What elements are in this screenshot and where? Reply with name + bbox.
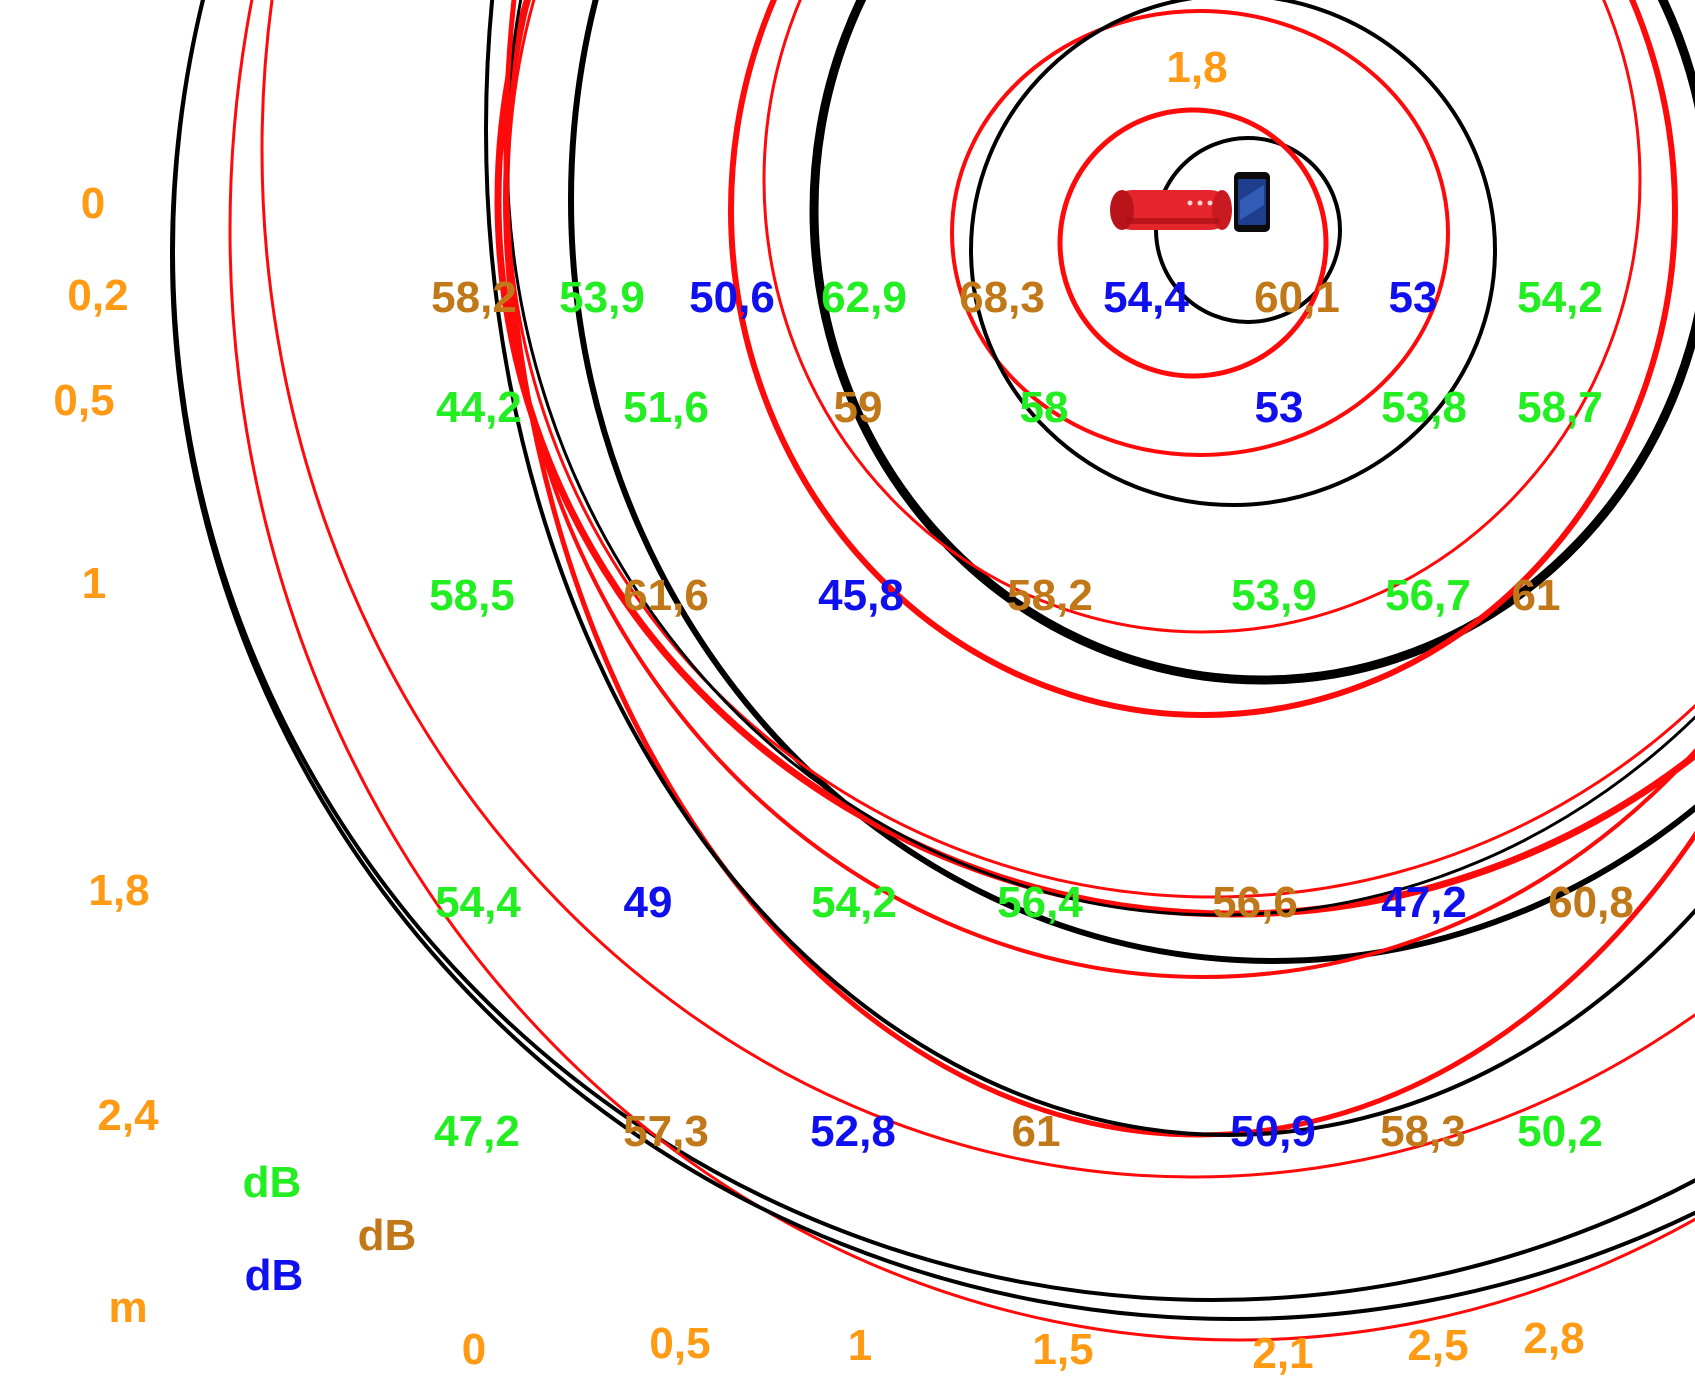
- x-axis-label: 2,1: [1252, 1329, 1313, 1378]
- ring-group: [170, 0, 1695, 1342]
- label-layer: 1,8 58,2 53,9 50,6 62,9 68,3 54,4 60,1 53 54,2 44,…: [53, 43, 1633, 1378]
- ring: [494, 0, 1695, 918]
- db-value-green: 54,2: [811, 878, 897, 927]
- db-value-brown: 60,8: [1548, 878, 1634, 927]
- db-value-green: 53,9: [559, 273, 645, 322]
- db-value-blue: 47,2: [1381, 878, 1467, 927]
- ring: [503, 0, 1695, 1138]
- db-value-brown: 57,3: [623, 1107, 709, 1156]
- ring: [762, 0, 1642, 634]
- db-value-brown: 56,6: [1212, 878, 1298, 927]
- y-axis-label: 0,5: [53, 376, 114, 425]
- db-value-green: 53,9: [1231, 571, 1317, 620]
- ring: [506, 0, 1695, 899]
- x-axis-label: 0: [462, 1325, 486, 1374]
- db-value-brown: 58,2: [1007, 571, 1093, 620]
- y-axis-label: 0: [81, 179, 105, 228]
- db-value-green: 51,6: [623, 383, 709, 432]
- db-value-brown: 60,1: [1254, 273, 1340, 322]
- ring: [728, 0, 1678, 718]
- phone-icon: [1234, 172, 1270, 232]
- db-value-blue: 49: [624, 878, 673, 927]
- db-value-brown: 61: [1012, 1107, 1061, 1156]
- y-axis-label: 2,4: [97, 1091, 159, 1140]
- db-value-brown: 58,2: [431, 273, 517, 322]
- x-axis-label: 0,5: [649, 1319, 710, 1368]
- ring: [170, 0, 1695, 1321]
- speaker-icon: [1110, 190, 1232, 230]
- unit-label-blue: dB: [245, 1251, 304, 1300]
- db-value-green: 53,8: [1381, 383, 1467, 432]
- db-value-green: 47,2: [434, 1107, 520, 1156]
- x-axis-label: 2,8: [1523, 1314, 1584, 1363]
- db-value-blue: 53: [1389, 273, 1438, 322]
- db-value-green: 56,4: [997, 878, 1083, 927]
- db-value-green: 58: [1020, 383, 1069, 432]
- db-value-green: 56,7: [1385, 571, 1471, 620]
- y-axis-label: 0,2: [67, 271, 128, 320]
- db-value-green: 54,2: [1517, 273, 1603, 322]
- ring: [228, 0, 1695, 1342]
- db-value-brown: 61,6: [623, 571, 709, 620]
- y-axis-label: 1: [82, 559, 106, 608]
- db-value-brown: 68,3: [959, 273, 1045, 322]
- x-axis-label: 2,5: [1407, 1321, 1468, 1370]
- db-value-brown: 59: [834, 383, 883, 432]
- ring: [969, 0, 1497, 507]
- ring: [950, 9, 1450, 457]
- db-value-green: 58,7: [1517, 383, 1603, 432]
- x-axis-label: 1: [848, 1321, 872, 1370]
- db-value-blue: 50,6: [689, 273, 775, 322]
- ring: [568, 0, 1695, 964]
- db-value-blue: 52,8: [810, 1107, 896, 1156]
- db-value-brown: 58,3: [1380, 1107, 1466, 1156]
- db-value-blue: 54,4: [1103, 273, 1189, 322]
- db-value-blue: 50,9: [1230, 1107, 1316, 1156]
- y-axis-label: 1,8: [88, 866, 149, 915]
- db-value-green: 58,5: [429, 571, 515, 620]
- top-distance-label: 1,8: [1166, 43, 1227, 92]
- ring: [1057, 107, 1329, 379]
- db-value-green: 62,9: [821, 273, 907, 322]
- ring: [809, 0, 1695, 685]
- ring: [484, 0, 1695, 1137]
- unit-label-green: dB: [243, 1158, 302, 1207]
- ring: [171, 0, 1695, 1302]
- db-value-green: 50,2: [1517, 1107, 1603, 1156]
- db-value-blue: 53: [1255, 383, 1304, 432]
- unit-label-brown: dB: [358, 1211, 417, 1260]
- unit-label-distance: m: [108, 1283, 147, 1332]
- ring: [260, 0, 1695, 1179]
- ring: [505, 0, 1695, 917]
- db-value-brown: 61: [1512, 571, 1561, 620]
- db-value-green: 54,4: [435, 878, 521, 927]
- db-value-green: 44,2: [436, 383, 522, 432]
- x-axis-label: 1,5: [1032, 1325, 1093, 1374]
- db-value-blue: 45,8: [818, 571, 904, 620]
